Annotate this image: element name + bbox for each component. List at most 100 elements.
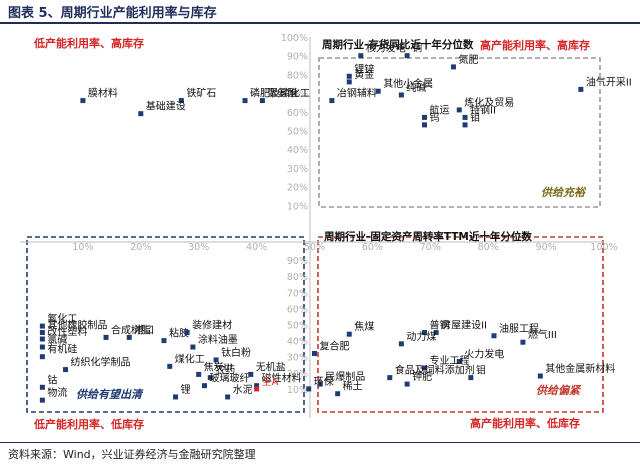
data-point: [346, 331, 352, 337]
data-point: [398, 92, 404, 98]
y-tick-label: 60%: [287, 304, 308, 315]
data-label: 炼化及贸易: [464, 96, 514, 109]
data-point: [346, 79, 352, 85]
data-label: 油服工程: [499, 322, 539, 335]
data-label: 钼: [470, 111, 480, 124]
data-label: 焦炭III: [204, 360, 233, 373]
data-point: [201, 383, 207, 389]
data-label: 涂料油墨: [198, 333, 238, 346]
data-point: [63, 367, 69, 373]
y-tick-label: 70%: [287, 288, 308, 299]
data-label: 农药: [215, 364, 235, 377]
data-label: 其他金属新材料: [545, 362, 615, 375]
data-point: [103, 334, 109, 340]
data-label: 民爆制品: [325, 370, 365, 383]
data-label: 锂: [181, 384, 191, 396]
y-tick-label: 70%: [287, 89, 308, 100]
top-axis-title: 周期行业-存货同比近十年分位数: [322, 38, 474, 51]
data-point: [173, 394, 179, 400]
quadrant-label-bottom-left: 低产能利用率、低库存: [33, 417, 144, 431]
bottom-axis-title: 周期行业-固定资产周转率TTM近十年分位数: [324, 230, 532, 243]
data-point: [462, 122, 468, 128]
data-label: 铜: [412, 43, 422, 55]
data-label: 房屋建设II: [441, 319, 487, 332]
quadrant-label-top-right: 高产能利用率、高库存: [480, 38, 590, 52]
y-tick-label: 100%: [281, 33, 308, 44]
quadrant-labels: 低产能利用率、高库存 高产能利用率、高库存 低产能利用率、低库存 高产能利用率、…: [33, 36, 590, 431]
data-point: [578, 86, 584, 92]
data-label: 磁性材料: [262, 372, 302, 385]
data-label: 膜材料: [88, 87, 118, 100]
data-label: 氮肥: [458, 53, 478, 66]
data-point: [329, 98, 335, 104]
x-tick-label: 30%: [188, 242, 209, 253]
data-label: 基础建设: [146, 100, 186, 113]
data-point: [138, 111, 144, 117]
data-point: [39, 336, 45, 342]
figure-title: 图表 5、周期行业产能利用率与库存: [8, 6, 217, 21]
data-label: 其他小金属: [383, 77, 433, 90]
x-tick-label: 20%: [130, 242, 151, 253]
y-tick-label: 10%: [287, 201, 308, 212]
data-point: [450, 64, 456, 70]
data-point: [375, 88, 381, 94]
data-label: 全A: [262, 375, 279, 388]
figure-header: 图表 5、周期行业产能利用率与库存: [0, 0, 640, 24]
data-label: 纺织化学制品: [71, 356, 131, 369]
data-label: 冶钢辅料: [337, 87, 377, 100]
data-label: 改性塑料: [47, 325, 87, 338]
y-tick-label: 20%: [287, 183, 308, 194]
data-point: [242, 98, 248, 104]
data-point: [126, 334, 132, 340]
data-point: [39, 384, 45, 390]
zone-box-bottom-right: [317, 236, 604, 413]
data-label: 玻璃玻纤: [209, 372, 249, 385]
data-point: [520, 339, 526, 345]
data-label: 专业工程: [430, 354, 470, 367]
data-point: [404, 53, 410, 59]
data-label: 铁矿石: [186, 87, 216, 100]
data-point: [306, 386, 312, 392]
data-point: [259, 98, 265, 104]
data-label: 港口: [134, 324, 154, 336]
data-label: 氟化工: [47, 312, 77, 325]
data-label: 动力煤: [406, 330, 436, 343]
figure-source: 资料来源：Wind，兴业证券经济与金融研究院整理: [8, 448, 256, 461]
x-tick-label: 40%: [246, 242, 267, 253]
data-point: [39, 330, 45, 336]
data-label: 其他橡胶制品: [47, 319, 107, 332]
data-point: [213, 357, 219, 363]
data-point: [387, 375, 393, 381]
x-tick-label: 100%: [590, 242, 617, 253]
data-label: 煤化工: [175, 352, 205, 365]
y-tick-label: 80%: [287, 272, 308, 283]
data-label: 水泥: [233, 383, 253, 396]
data-label: 核力发电: [366, 42, 406, 55]
data-point: [433, 330, 439, 336]
data-point: [225, 394, 231, 400]
data-point: [456, 107, 462, 113]
data-point: [346, 73, 352, 79]
data-label: 油气开采II: [586, 75, 632, 88]
zone-boxes: [26, 57, 604, 413]
quadrant-label-bottom-right: 高产能利用率、低库存: [470, 416, 580, 430]
zone-tag-supply-tight: 供给偏紧: [536, 384, 582, 397]
data-label: 焦煤: [354, 320, 374, 333]
y-tick-label: 50%: [287, 127, 308, 138]
y-tick-label: 20%: [287, 369, 308, 380]
data-point: [167, 363, 173, 369]
y-tick-label: 30%: [287, 164, 308, 175]
data-label: 复合肥: [320, 339, 350, 352]
zone-box-bottom-left: [26, 236, 305, 413]
zone-box-top-right: [318, 57, 601, 208]
y-tick-label: 10%: [287, 385, 308, 396]
data-point: [161, 338, 167, 344]
data-label: 钨: [430, 111, 440, 124]
data-point: [184, 330, 190, 336]
data-label: 火力发电: [464, 348, 504, 361]
data-label: 普钢: [430, 319, 450, 332]
data-point: [456, 359, 462, 365]
data-label: 航运: [430, 103, 450, 116]
data-label: 稀土: [343, 380, 363, 393]
data-point: [358, 53, 364, 59]
